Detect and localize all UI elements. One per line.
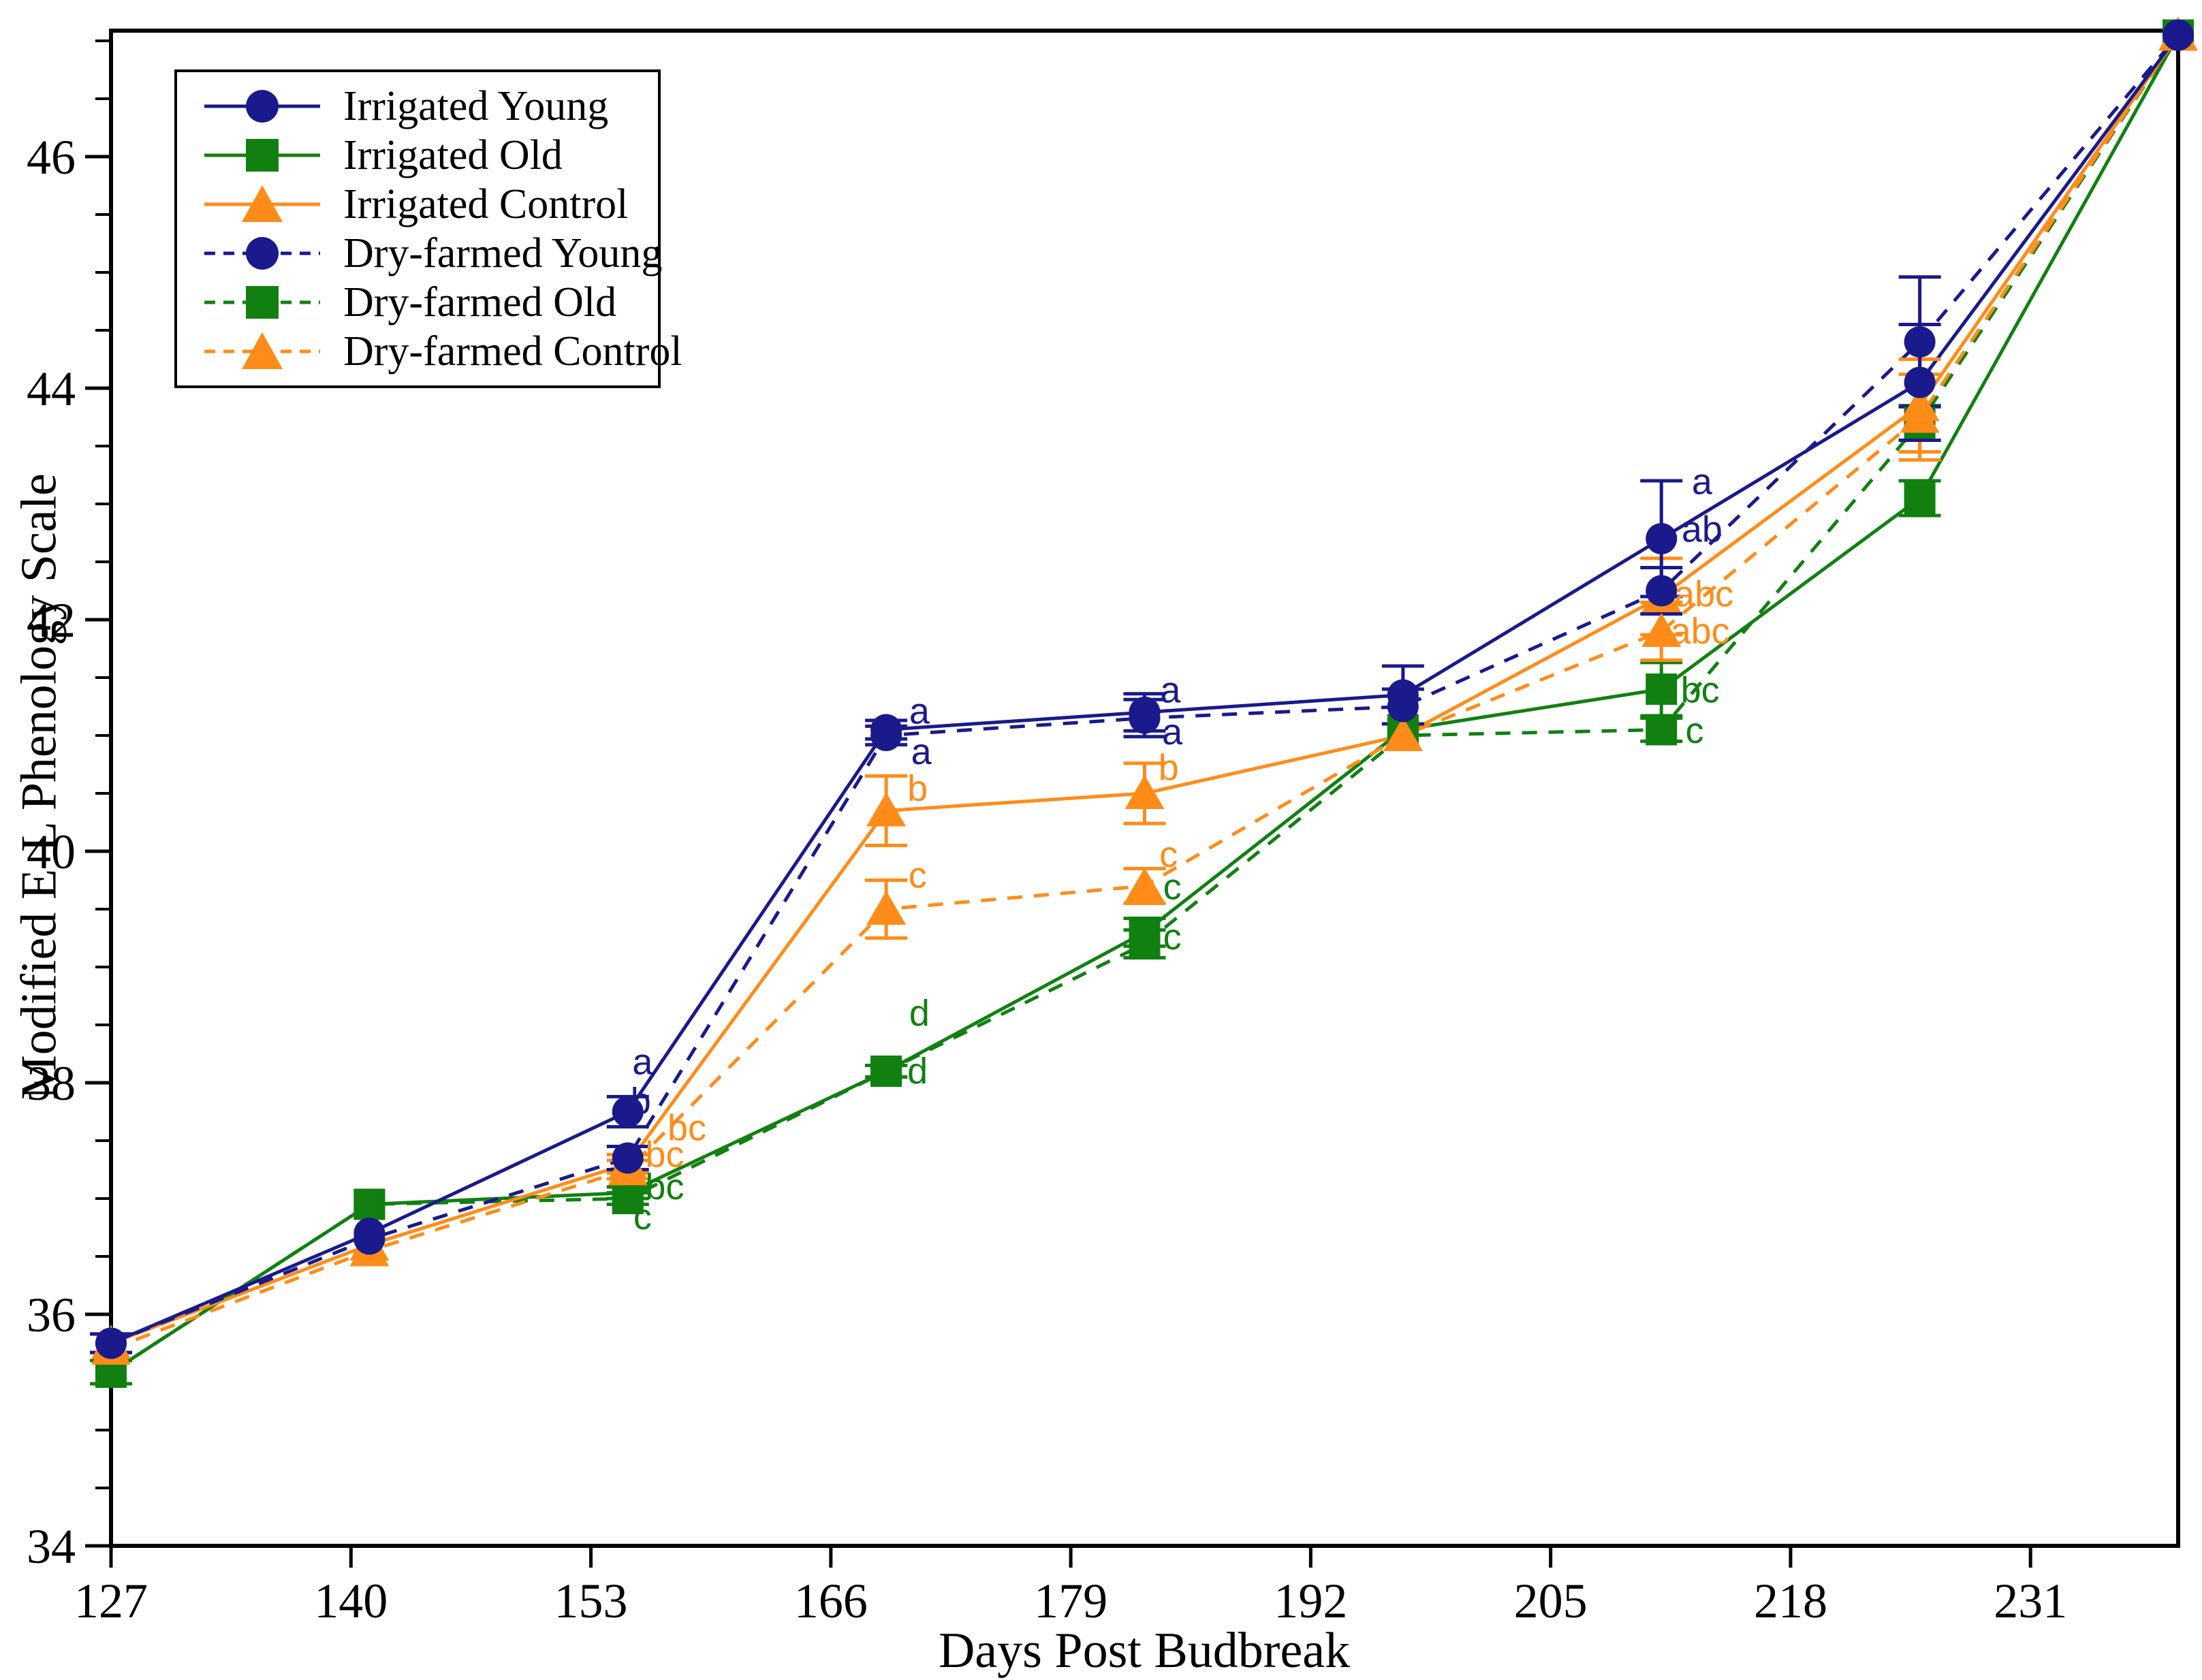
stat-letter-annotation: a	[1160, 670, 1181, 711]
circle-marker-icon	[204, 90, 320, 123]
triangle-marker-icon	[204, 185, 320, 222]
stat-letter-annotation: c	[909, 855, 927, 896]
legend-label: Irrigated Old	[343, 131, 563, 178]
data-point-irrigated-old	[1904, 482, 1936, 514]
data-point-irrigated-young	[612, 1096, 644, 1128]
data-point-dry-farmed-control	[866, 891, 907, 925]
data-point-dry-farmed-young	[1646, 575, 1678, 607]
stat-letter-annotation: b	[1159, 748, 1179, 789]
data-point-irrigated-control	[866, 792, 907, 827]
legend-label: Dry-farmed Old	[343, 279, 617, 326]
y-tick-label: 40	[27, 825, 76, 879]
stat-letter-annotation: a	[1692, 462, 1713, 503]
stat-letter-annotation: bc	[645, 1134, 684, 1175]
data-point-dry-farmed-old	[1129, 928, 1161, 960]
data-point-irrigated-control	[1124, 775, 1165, 809]
y-tick-label: 38	[27, 1056, 76, 1111]
x-tick-label: 153	[554, 1574, 628, 1628]
circle-marker-icon	[204, 237, 320, 270]
stat-letter-annotation: bc	[645, 1167, 684, 1207]
y-axis-title: Modified E-L Phenology Scale	[11, 473, 67, 1100]
data-point-dry-farmed-young	[95, 1327, 127, 1359]
legend-label: Dry-farmed Control	[343, 328, 682, 375]
stat-letter-annotation: ab	[1682, 509, 1723, 550]
y-tick-label: 34	[27, 1519, 76, 1574]
data-point-dry-farmed-old	[612, 1183, 644, 1214]
data-point-dry-farmed-young	[612, 1142, 644, 1174]
stat-letter-annotation: c	[1159, 834, 1178, 875]
legend-label: Dry-farmed Young	[343, 229, 663, 276]
data-point-dry-farmed-young	[1904, 326, 1936, 358]
data-point-dry-farmed-young	[1387, 691, 1419, 723]
x-tick-label: 205	[1514, 1574, 1588, 1628]
stat-letter-annotation: a	[1162, 712, 1183, 752]
data-point-irrigated-young	[1904, 366, 1936, 398]
stat-letter-annotation: abc	[1671, 611, 1730, 652]
stat-letter-annotation: d	[907, 1051, 928, 1092]
legend-label: Irrigated Control	[343, 180, 629, 227]
x-axis-title: Days Post Budbreak	[938, 1623, 1351, 1679]
triangle-marker-icon	[204, 332, 320, 369]
x-tick-label: 179	[1034, 1574, 1107, 1628]
stat-letter-annotation: a	[632, 1041, 653, 1082]
x-tick-label: 140	[314, 1574, 388, 1628]
data-point-dry-farmed-young	[2162, 19, 2194, 51]
x-tick-label: 218	[1754, 1574, 1827, 1628]
stat-letter-annotation: a	[909, 691, 930, 731]
x-tick-label: 166	[794, 1574, 868, 1628]
data-point-dry-farmed-old	[1646, 714, 1678, 746]
stat-letter-annotation: b	[631, 1081, 651, 1122]
square-marker-icon	[204, 286, 320, 319]
plot-frame	[109, 29, 2180, 1548]
data-point-irrigated-young	[1646, 523, 1678, 554]
stat-letter-annotation: abc	[1674, 574, 1733, 615]
data-point-dry-farmed-control	[1641, 613, 1682, 647]
data-point-dry-farmed-young	[353, 1223, 386, 1255]
stat-letter-annotation: c	[1163, 917, 1182, 957]
square-marker-icon	[204, 139, 320, 172]
stat-letter-annotation: c	[1686, 710, 1704, 751]
data-point-irrigated-old	[1646, 673, 1678, 705]
x-tick-label: 192	[1274, 1574, 1347, 1628]
legend-item-irrigated-young: Irrigated Young	[204, 82, 658, 131]
legend-label: Irrigated Young	[343, 82, 609, 129]
data-point-dry-farmed-control	[1124, 868, 1165, 902]
stat-letter-annotation: b	[907, 768, 928, 809]
stat-letter-annotation: d	[909, 993, 930, 1034]
data-point-dry-farmed-control	[1383, 717, 1423, 751]
x-tick-label: 127	[74, 1574, 148, 1628]
data-point-dry-farmed-young	[870, 720, 902, 751]
stat-letter-annotation: a	[911, 731, 932, 772]
legend: Irrigated Young Irrigated Old Irrigated Co…	[174, 69, 682, 388]
y-tick-label: 42	[27, 593, 76, 648]
legend-item-dry-farmed-old: Dry-farmed Old	[204, 278, 658, 327]
legend-item-irrigated-old: Irrigated Old	[204, 131, 658, 180]
data-point-dry-farmed-control	[1900, 398, 1940, 433]
x-tick-label: 231	[1994, 1574, 2067, 1628]
stat-letter-annotation: c	[633, 1196, 652, 1237]
stat-letter-annotation: c	[1163, 867, 1182, 908]
y-tick-label: 44	[27, 362, 76, 416]
data-point-dry-farmed-old	[870, 1056, 902, 1087]
legend-item-irrigated-control: Irrigated Control	[204, 180, 658, 229]
y-tick-label: 46	[27, 130, 76, 185]
stat-letter-annotation: bc	[1681, 670, 1720, 711]
legend-item-dry-farmed-young: Dry-farmed Young	[204, 229, 662, 278]
stat-letter-annotation: bc	[667, 1107, 706, 1148]
data-point-dry-farmed-young	[1129, 702, 1161, 734]
data-point-dry-farmed-old	[353, 1188, 386, 1220]
legend-item-dry-farmed-control: Dry-farmed Control	[204, 327, 682, 376]
y-tick-label: 36	[27, 1288, 76, 1342]
